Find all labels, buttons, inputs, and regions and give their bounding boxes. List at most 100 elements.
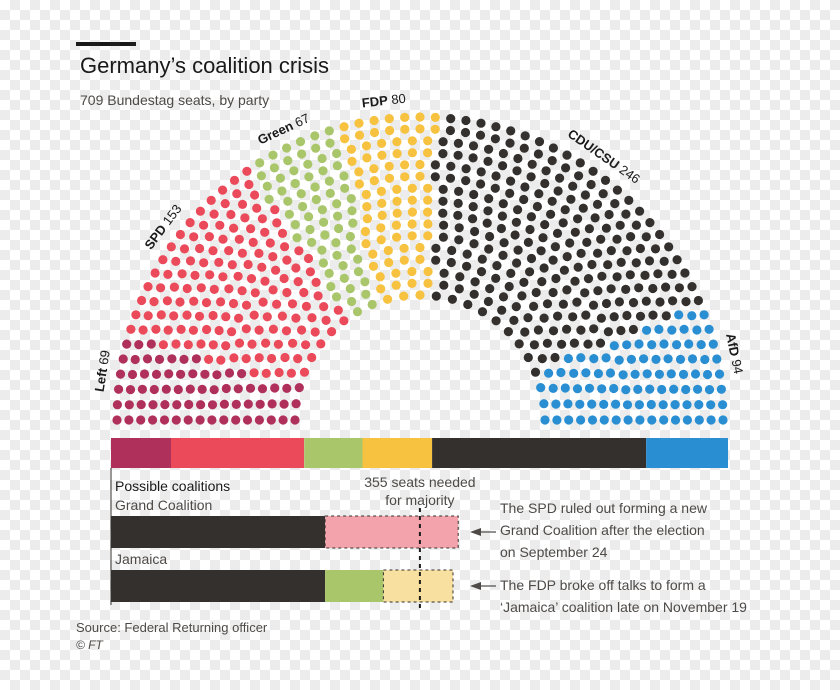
seat-dot	[623, 415, 633, 425]
seat-dot	[376, 223, 386, 233]
seat-dot	[291, 399, 301, 409]
seat-dot	[260, 227, 270, 237]
seat-dot	[590, 213, 600, 223]
seat-dot	[340, 183, 350, 193]
seat-dot	[299, 287, 309, 298]
seat-dot	[262, 312, 272, 322]
seat-dot	[641, 296, 651, 306]
seat-dot	[369, 164, 379, 174]
note-arrow-head	[470, 582, 481, 590]
seat-dot	[126, 324, 136, 334]
seat-dot	[661, 311, 671, 321]
seat-dot	[282, 383, 292, 393]
seat-dot	[399, 243, 409, 253]
seat-dot	[391, 220, 401, 230]
seat-dot	[245, 383, 256, 393]
seat-dot	[346, 144, 356, 154]
seat-dot	[611, 399, 621, 409]
seat-dot	[704, 385, 715, 395]
seat-dot	[712, 354, 722, 364]
seat-dot	[280, 242, 290, 252]
seat-dot	[716, 384, 727, 394]
seat-dot	[301, 301, 311, 311]
seat-dot	[431, 255, 441, 265]
seat-dot	[384, 161, 394, 171]
seat-dot	[115, 369, 126, 379]
seat-dot	[316, 339, 326, 349]
seat-dot	[506, 268, 516, 278]
seat-dot	[407, 207, 417, 217]
seat-dot	[538, 233, 548, 243]
seat-dot	[541, 166, 551, 176]
seat-dot	[537, 277, 547, 287]
seat-dot	[209, 209, 219, 219]
seat-dot	[295, 137, 306, 147]
seat-dot	[268, 285, 278, 295]
seat-dot	[622, 246, 632, 256]
seat-dot	[137, 384, 147, 394]
seat-dot	[346, 244, 356, 254]
seat-dot	[670, 415, 681, 425]
seat-dot	[587, 415, 598, 425]
seat-dot	[565, 238, 575, 248]
seat-dot	[647, 415, 657, 425]
seat-dot	[254, 415, 264, 425]
seat-dot	[324, 268, 334, 278]
seat-dot	[658, 400, 668, 410]
source-note: Source: Federal Returning officer	[76, 620, 268, 635]
copyright: © FT	[76, 638, 103, 652]
seat-dot	[659, 256, 669, 266]
seat-dot	[609, 383, 619, 394]
seat-dot	[188, 325, 198, 335]
seat-dot	[172, 400, 182, 410]
seats-fdp	[339, 112, 440, 304]
seat-dot	[266, 415, 276, 425]
seat-dot	[369, 115, 379, 126]
seat-dot	[589, 324, 599, 334]
seat-dot	[305, 267, 315, 277]
seat-dot	[360, 277, 370, 287]
seat-dot	[552, 415, 562, 425]
seat-dot	[694, 415, 704, 425]
seat-dot	[313, 291, 323, 301]
seat-dot	[470, 226, 480, 237]
seat-dot	[407, 278, 417, 288]
seat-dot	[438, 232, 448, 242]
seat-dot	[293, 277, 303, 287]
seat-dot	[556, 367, 566, 378]
seat-dot	[461, 115, 471, 126]
seat-dot	[290, 220, 300, 230]
seat-dot	[399, 291, 409, 301]
seat-dot	[469, 189, 479, 200]
seat-dot	[519, 194, 529, 205]
seat-dot	[423, 231, 433, 241]
seat-dot	[254, 325, 264, 335]
seat-dot	[185, 218, 195, 228]
seat-dot	[272, 218, 282, 228]
seat-dot	[654, 324, 664, 334]
seat-dot	[468, 141, 479, 151]
seat-dot	[347, 206, 357, 216]
seat-dot	[293, 354, 303, 364]
seat-dot	[221, 383, 231, 394]
seat-dot	[544, 368, 554, 378]
seat-dot	[612, 234, 622, 244]
seat-dot	[642, 369, 652, 379]
seat-dot	[593, 248, 603, 258]
seat-dot	[648, 283, 658, 294]
seat-dot	[148, 415, 158, 425]
seat-dot	[558, 218, 568, 228]
seat-dot	[702, 369, 713, 380]
seat-dot	[212, 370, 222, 380]
seat-dot	[287, 299, 298, 309]
seat-dot	[453, 138, 463, 148]
seat-dot	[205, 270, 215, 280]
seat-dot	[572, 297, 582, 307]
seat-dot	[612, 185, 623, 195]
seat-dot	[640, 270, 650, 280]
seat-dot	[319, 217, 329, 227]
seat-dot	[477, 254, 487, 264]
seat-dot	[539, 399, 549, 409]
seats-afd	[536, 310, 728, 425]
seat-dot	[182, 310, 192, 320]
